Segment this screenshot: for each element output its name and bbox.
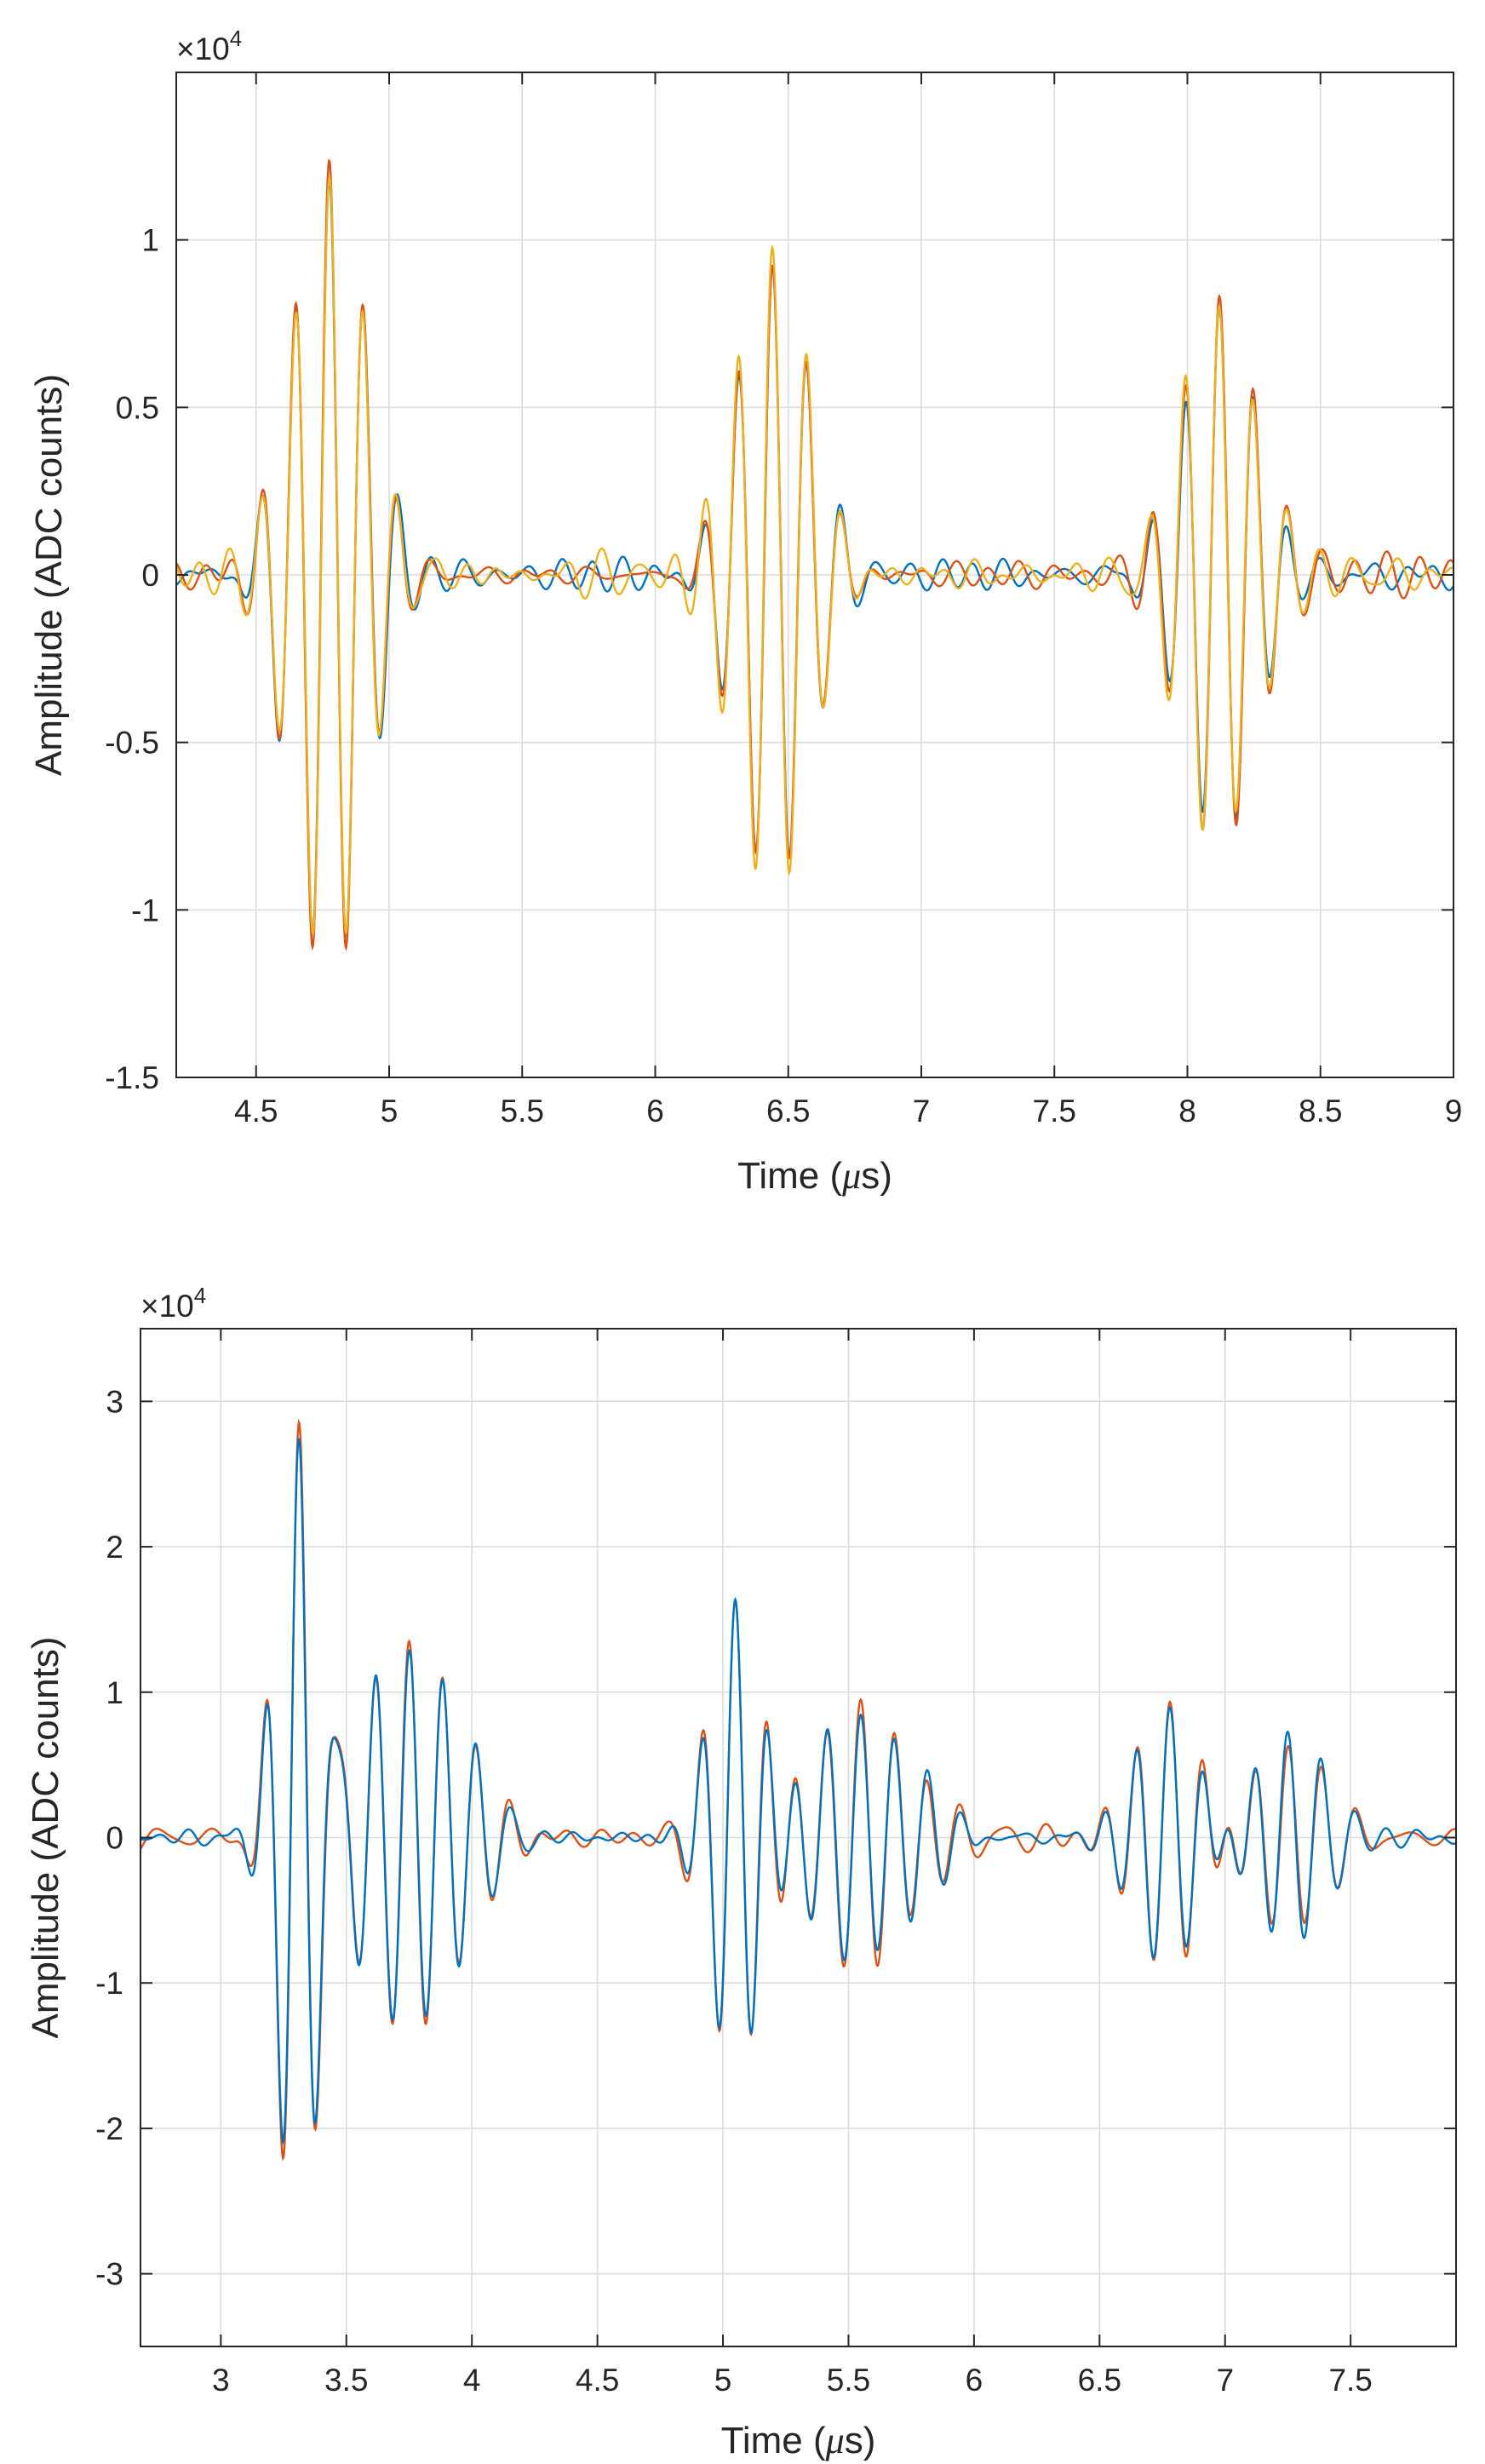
y-tick-label: 1 [106,1675,123,1710]
x-tick-label: 8.5 [1299,1094,1342,1129]
y-tick-label: -3 [95,2257,123,2292]
y-tick-label: -1.5 [105,1060,159,1095]
y-tick-label: -1 [95,1966,123,2001]
x-tick-label: 4 [463,2363,481,2398]
y-tick-label: 0 [106,1821,123,1856]
x-tick-label: 8 [1178,1094,1196,1129]
axis-multiplier: ×104 [140,1283,206,1324]
x-tick-label: 7.5 [1328,2363,1372,2398]
x-tick-label: 5.5 [827,2363,870,2398]
x-tick-label: 6.5 [1078,2363,1121,2398]
x-tick-label: 7 [913,1094,931,1129]
y-tick-label: 1 [141,223,159,258]
series-line-signal [140,1438,1456,2145]
chart-bottom: 3 3.5 4 4.5 5 5.5 6 6.5 7 7.5 -3 -2 -1 0 1 2 3 ×104 Time (… [25,1283,1457,2461]
y-tick-label: -2 [95,2111,123,2146]
chart-top: 4.5 5 5.5 6 6.5 7 7.5 8 8.5 9 -1.5 -1 -0.5 0 0.5 1 ×104 T… [28,26,1462,1197]
x-tick-label: 4.5 [234,1094,278,1129]
x-tick-label: 3.5 [324,2363,368,2398]
x-tick-label: 6.5 [766,1094,810,1129]
y-tick-label: 3 [106,1384,123,1419]
x-tick-label: 3 [212,2363,230,2398]
x-tick-label: 5.5 [501,1094,544,1129]
y-tick-label: 0.5 [116,390,159,425]
x-tick-label: 7.5 [1033,1094,1076,1129]
series-line-overlay-2 [176,173,1453,937]
x-axis-label: Time (μs) [721,2420,876,2461]
x-tick-label: 5 [381,1094,398,1129]
x-axis-label: Time (μs) [737,1155,892,1197]
x-tick-label: 7 [1216,2363,1234,2398]
y-tick-label: -1 [131,893,159,928]
x-tick-label: 9 [1445,1094,1463,1129]
y-tick-label: 2 [106,1530,123,1565]
y-axis-label: Amplitude (ADC counts) [28,374,70,776]
y-tick-label: 0 [141,558,159,593]
axis-multiplier: ×104 [176,26,242,66]
x-tick-label: 5 [714,2363,732,2398]
x-tick-label: 6 [646,1094,664,1129]
y-tick-label: -0.5 [105,726,159,761]
x-tick-label: 6 [966,2363,983,2398]
y-axis-label: Amplitude (ADC counts) [25,1637,66,2039]
x-tick-label: 4.5 [576,2363,619,2398]
